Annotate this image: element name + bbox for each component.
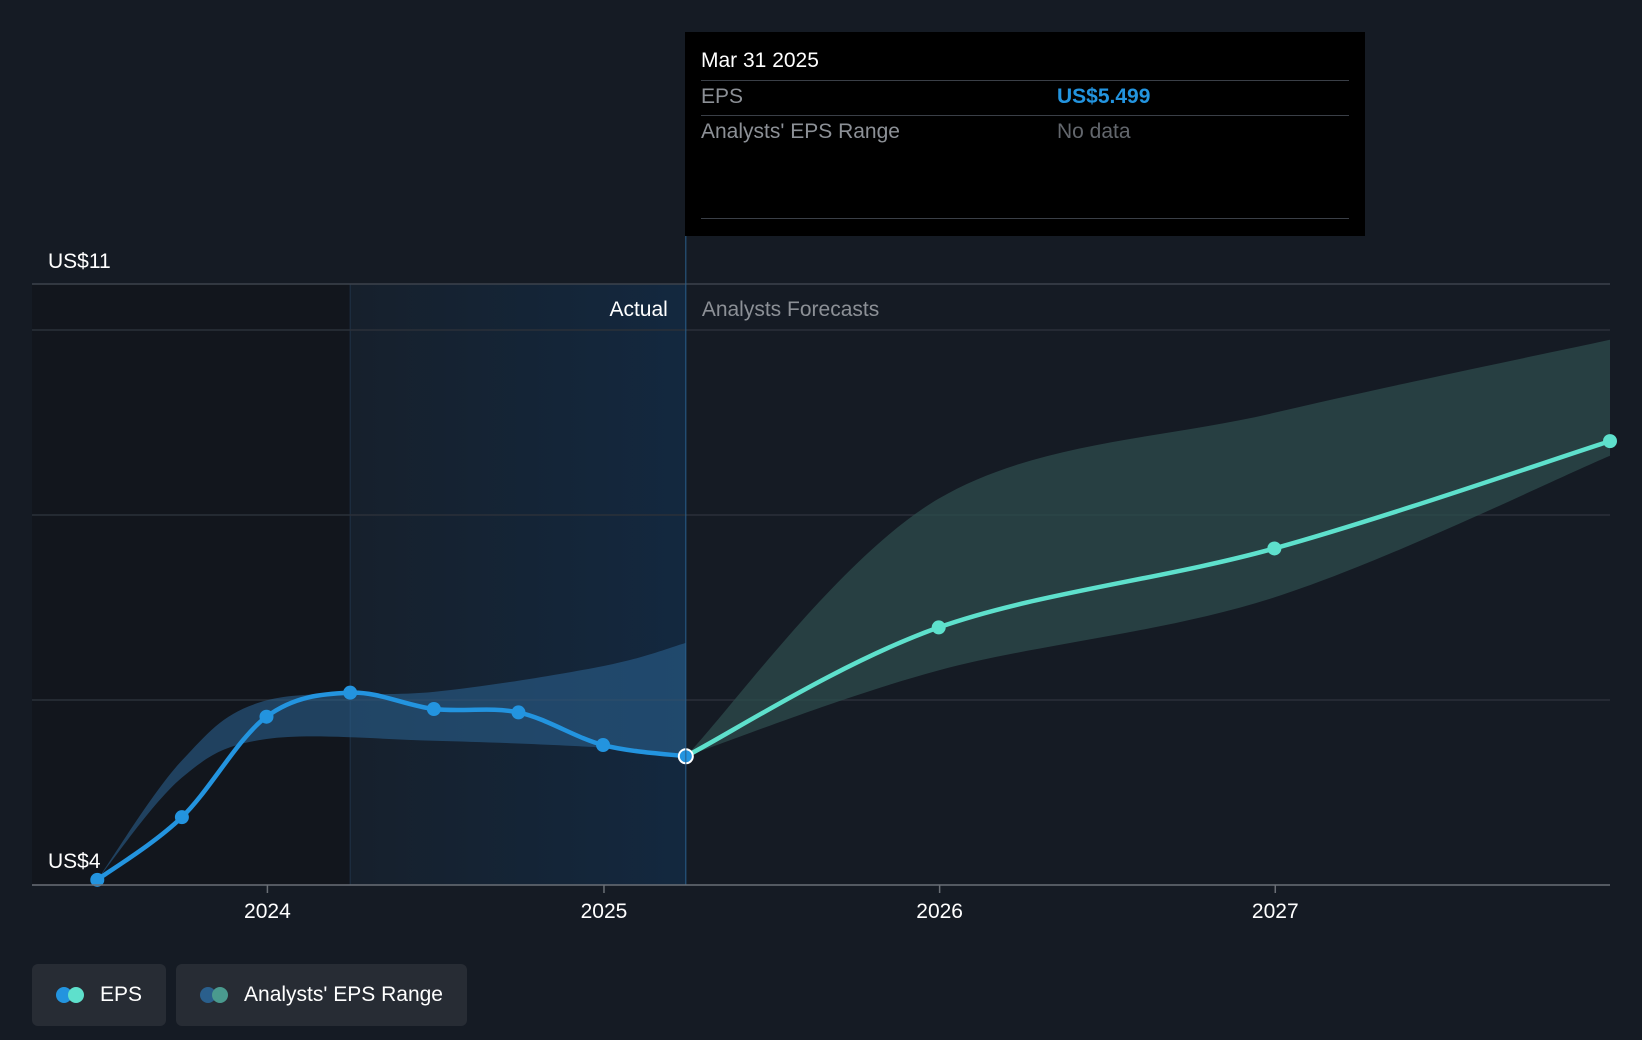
tooltip-range-value: No data [1057,120,1131,143]
legend: EPS Analysts' EPS Range [32,964,467,1026]
tooltip-divider [701,218,1349,219]
tooltip-date: Mar 31 2025 [701,49,819,72]
eps-range-area-actual [97,642,686,880]
legend-eps-swatch-icon [56,987,88,1003]
forecast-label: Analysts Forecasts [702,298,879,321]
eps-actual-point [511,705,526,720]
eps-actual-point [343,685,358,700]
eps-forecast-point [1267,541,1282,556]
legend-item-eps-range[interactable]: Analysts' EPS Range [176,964,467,1026]
eps-forecast-point [1603,434,1617,449]
eps-range-area-forecast [685,339,1610,757]
tooltip-row-range: Analysts' EPS Range No data [701,115,1349,150]
tooltip-range-label: Analysts' EPS Range [701,120,900,143]
eps-forecast-line [683,438,1613,759]
eps-actual-point [90,872,105,887]
x-tick-label: 2024 [244,900,291,923]
eps-forecast-point [931,620,946,635]
tooltip-row-eps: EPS US$5.499 [701,80,1349,115]
past-shade [32,284,350,885]
x-tick-label: 2027 [1252,900,1299,923]
tooltip-eps-value: US$5.499 [1057,85,1151,108]
eps-actual-point [174,810,189,825]
legend-range-label: Analysts' EPS Range [244,983,443,1006]
tooltip-eps-label: EPS [701,85,744,108]
y-axis-bottom-label: US$4 [48,850,101,873]
x-tick-label: 2025 [581,900,628,923]
actual-label: Actual [609,298,667,321]
y-axis-top-label: US$11 [48,250,111,273]
legend-item-eps[interactable]: EPS [32,964,167,1026]
legend-eps-label: EPS [100,983,143,1006]
eps-actual-point [596,738,611,753]
legend-range-swatch-icon [200,987,232,1003]
x-axis: 2024 2025 2026 2027 [32,884,1610,923]
eps-actual-point [426,701,441,716]
x-tick-label: 2026 [916,900,963,923]
eps-actual-point [259,709,274,724]
hover-tooltip: Mar 31 2025 EPS US$5.499 Analysts' EPS R… [685,32,1365,236]
range-areas [97,339,1610,880]
actual-region-band [350,284,686,885]
